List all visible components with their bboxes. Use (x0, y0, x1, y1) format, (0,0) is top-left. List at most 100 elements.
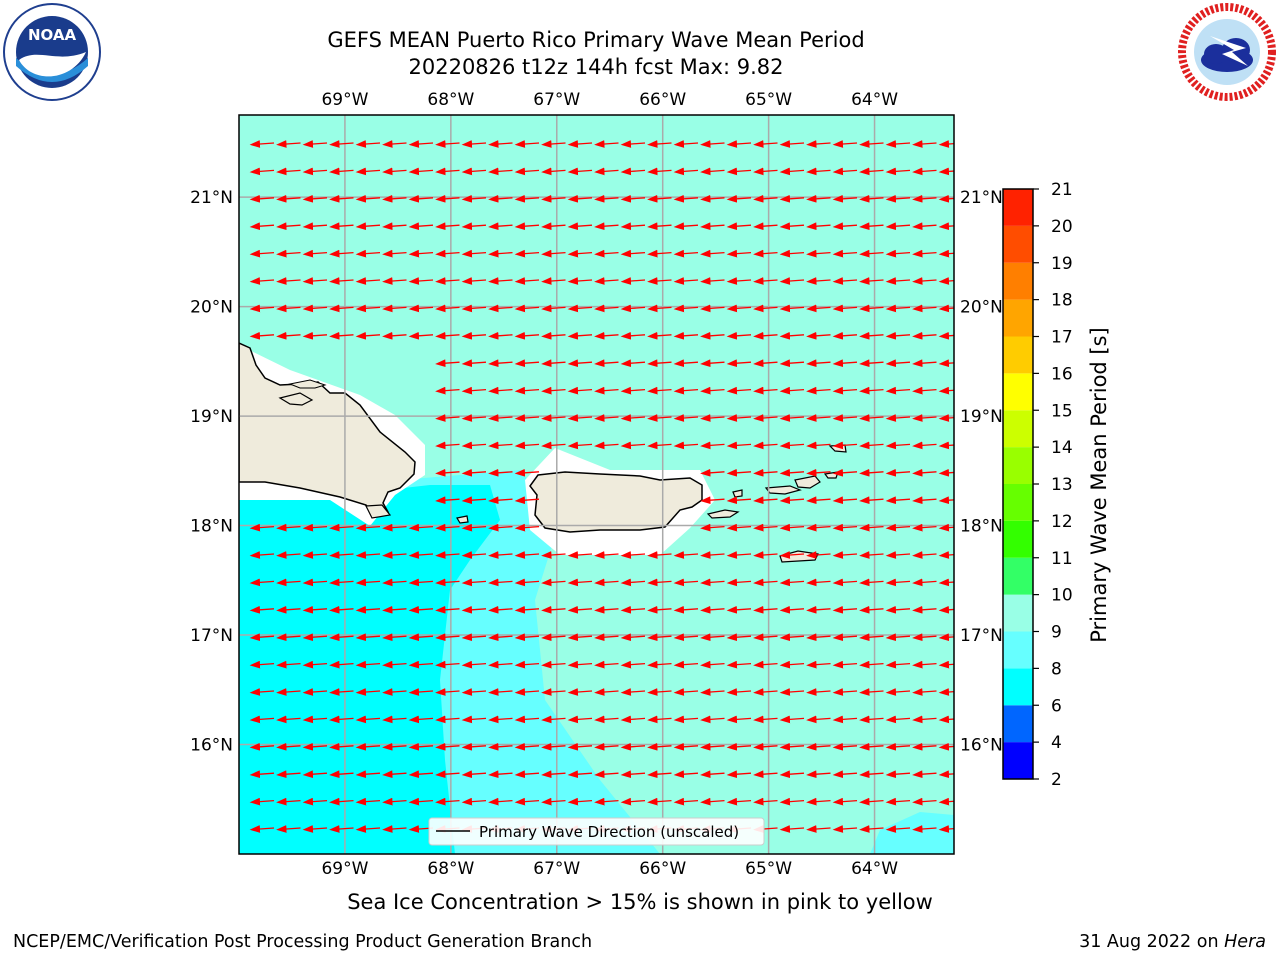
wave-arrow (488, 359, 513, 368)
sea-ice-note: Sea Ice Concentration > 15% is shown in … (347, 890, 933, 914)
wave-arrow (514, 715, 540, 724)
wave-arrow (779, 688, 805, 696)
wave-arrow (912, 222, 937, 231)
wave-arrow (382, 797, 407, 806)
wave-arrow (832, 331, 858, 340)
wave-arrow (779, 633, 805, 642)
wave-arrow (567, 797, 593, 806)
wave-arrow (249, 140, 275, 148)
wave-arrow (859, 249, 884, 258)
wave-arrow (408, 660, 434, 669)
wave-arrow (329, 194, 354, 203)
wave-arrow (779, 578, 805, 587)
wave-arrow (302, 770, 328, 779)
colorbar-tick-label: 6 (1051, 696, 1062, 716)
wave-arrow (408, 194, 434, 203)
wave-arrow (541, 359, 566, 368)
wave-arrow (249, 551, 275, 559)
wave-arrow (408, 742, 434, 751)
wave-arrow (408, 277, 434, 285)
wave-arrow (806, 441, 831, 450)
wave-arrow (249, 797, 275, 806)
wave-arrow (832, 386, 858, 395)
wave-arrow (541, 770, 566, 779)
wave-arrow (382, 140, 407, 148)
lat-label-left: 21°N (190, 188, 233, 208)
wave-arrow (885, 359, 911, 368)
wave-arrow (700, 496, 725, 505)
wave-arrow (249, 688, 275, 696)
colorbar-tick-label: 18 (1051, 291, 1073, 311)
wave-arrow (700, 742, 725, 751)
wave-arrow (726, 770, 752, 779)
wave-arrow (355, 249, 381, 258)
wave-arrow (859, 825, 884, 833)
wave-arrow (355, 222, 381, 231)
wave-arrow (885, 414, 911, 422)
wave-arrow (806, 359, 831, 368)
wave-arrow (726, 140, 752, 148)
wave-arrow (885, 770, 911, 779)
wave-arrow (488, 331, 513, 340)
wave-arrow (700, 797, 725, 806)
wave-arrow (859, 551, 884, 559)
wave-arrow (912, 633, 937, 642)
wave-arrow (461, 222, 487, 231)
wave-arrow (329, 825, 354, 833)
wave-arrow (673, 277, 699, 285)
wave-arrow (938, 222, 954, 231)
colorbar-swatch (1003, 557, 1033, 595)
colorbar-swatch (1003, 668, 1033, 706)
nws-logo (1178, 3, 1276, 101)
wave-arrow (276, 825, 301, 833)
wave-arrow (329, 633, 354, 642)
wave-arrow (329, 688, 354, 696)
wave-arrow (541, 277, 566, 285)
colorbar-tick-label: 19 (1051, 254, 1073, 274)
lon-label-bottom: 65°W (745, 859, 792, 879)
wave-arrow (647, 551, 672, 559)
wave-arrow (435, 715, 460, 724)
wave-arrow (461, 742, 487, 751)
colorbar-swatch (1003, 410, 1033, 448)
wave-arrow (594, 304, 619, 313)
wave-arrow (435, 194, 460, 203)
wave-arrow (302, 249, 328, 258)
wave-arrow (726, 688, 752, 696)
wave-arrow (832, 605, 858, 614)
wave-arrow (594, 660, 619, 669)
wave-arrow (753, 496, 778, 505)
wave-arrow (329, 331, 354, 340)
wave-arrow (726, 715, 752, 724)
wave-arrow (249, 222, 275, 231)
wave-arrow (779, 222, 805, 231)
wave-arrow (726, 304, 752, 313)
wave-arrow (302, 742, 328, 751)
wave-arrow (461, 386, 487, 395)
wave-arrow (673, 331, 699, 340)
wave-arrow (806, 523, 831, 532)
wave-arrow (329, 605, 354, 614)
wave-arrow (461, 414, 487, 422)
wave-arrow (859, 140, 884, 148)
wave-arrow (302, 222, 328, 231)
lat-label-right: 20°N (960, 298, 1003, 318)
wave-arrow (435, 331, 460, 340)
wave-arrow (647, 715, 672, 724)
wave-arrow (753, 167, 778, 176)
wave-arrow (832, 770, 858, 779)
wave-arrow (779, 605, 805, 614)
wave-arrow (488, 688, 513, 696)
island-tortuga (278, 392, 314, 406)
wave-arrow (938, 797, 954, 806)
wave-arrow (885, 660, 911, 669)
wave-arrow (753, 715, 778, 724)
colorbar-swatch (1003, 705, 1033, 743)
wave-arrow (912, 770, 937, 779)
wave-arrow (594, 386, 619, 395)
lon-label-top: 65°W (745, 90, 792, 110)
wave-arrow (620, 633, 646, 642)
wave-arrow (567, 194, 593, 203)
wave-arrow (859, 688, 884, 696)
wave-arrow (700, 578, 725, 587)
